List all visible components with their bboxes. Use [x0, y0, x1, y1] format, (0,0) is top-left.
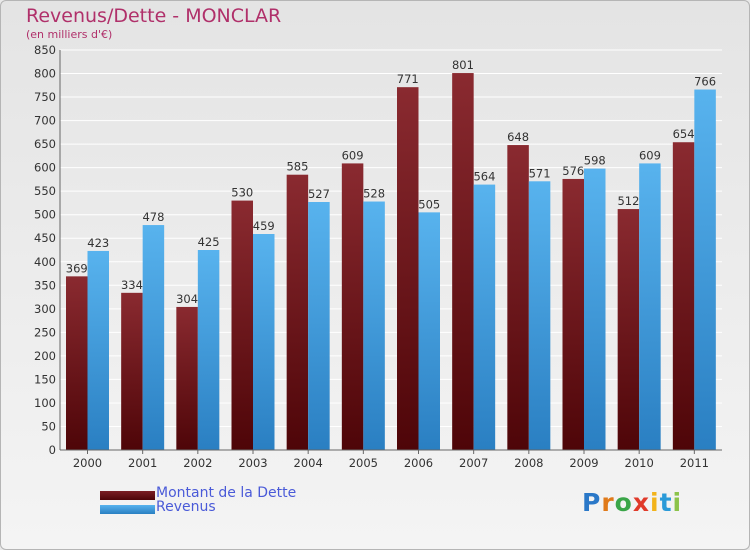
bar-revenue-value-label: 528	[363, 187, 385, 201]
bar-revenue-2007	[473, 184, 496, 450]
bar-revenue-2002	[197, 250, 220, 450]
bar-debt-2011	[672, 142, 695, 450]
y-tick-label: 150	[34, 372, 56, 386]
y-tick-label: 100	[34, 396, 56, 410]
bar-debt-value-label: 609	[342, 148, 364, 162]
logo-letter: P	[582, 488, 602, 517]
bar-debt-2009	[562, 178, 584, 451]
legend-label-revenue: Revenus	[156, 499, 216, 515]
bar-revenue-value-label: 571	[529, 166, 551, 180]
bar-revenue-value-label: 478	[142, 210, 164, 224]
bar-revenue-2006	[418, 212, 440, 450]
x-tick-label: 2008	[514, 456, 543, 470]
x-tick-label: 2004	[294, 456, 323, 470]
logo-letter: i	[672, 488, 683, 517]
bar-revenue-2008	[528, 181, 551, 450]
x-tick-label: 2010	[625, 456, 654, 470]
x-tick-label: 2006	[404, 456, 433, 470]
bar-revenue-value-label: 459	[253, 219, 275, 233]
x-tick-label: 2011	[680, 456, 709, 470]
bar-revenue-2003	[253, 234, 275, 450]
bar-revenue-2010	[639, 163, 661, 451]
bar-debt-2006	[397, 87, 419, 451]
logo-letter: t	[659, 488, 673, 517]
y-tick-label: 350	[34, 278, 56, 292]
bar-debt-value-label: 654	[673, 127, 695, 141]
logo-letter: o	[614, 488, 633, 517]
bar-debt-value-label: 369	[66, 261, 88, 275]
y-tick-label: 400	[34, 255, 56, 269]
x-tick-label: 2001	[128, 456, 157, 470]
y-tick-label: 200	[34, 349, 56, 363]
bar-revenue-value-label: 766	[694, 75, 716, 89]
bar-debt-2005	[341, 163, 364, 451]
bar-debt-value-label: 576	[562, 164, 584, 178]
bar-revenue-value-label: 425	[198, 235, 220, 249]
bar-debt-value-label: 771	[397, 72, 419, 86]
logo-letter: i	[650, 488, 660, 517]
bar-debt-2003	[231, 200, 253, 450]
y-tick-label: 850	[34, 43, 56, 57]
bar-revenue-value-label: 564	[473, 170, 495, 184]
bar-revenue-2005	[363, 201, 385, 450]
y-tick-label: 0	[49, 443, 56, 457]
bar-revenue-2001	[142, 225, 165, 450]
legend-swatch-debt	[100, 491, 155, 500]
bar-revenue-2004	[308, 202, 330, 450]
chart-title: Revenus/Dette - MONCLAR	[26, 5, 282, 27]
bar-debt-2007	[452, 73, 474, 450]
y-tick-label: 250	[34, 325, 56, 339]
bar-debt-2008	[507, 145, 529, 450]
bar-debt-value-label: 304	[176, 292, 198, 306]
chart-subtitle: (en milliers d'€)	[26, 28, 113, 41]
y-tick-label: 450	[34, 231, 56, 245]
logo-letter: x	[632, 488, 650, 517]
bar-revenue-2011	[694, 89, 716, 450]
bar-revenue-value-label: 527	[308, 187, 330, 201]
x-tick-label: 2000	[73, 456, 102, 470]
bar-revenue-value-label: 609	[639, 148, 661, 162]
y-tick-label: 300	[34, 302, 56, 316]
y-tick-label: 750	[34, 90, 56, 104]
logo-letter: r	[601, 488, 615, 517]
bar-debt-value-label: 334	[121, 278, 143, 292]
bar-revenue-value-label: 598	[584, 154, 606, 168]
bar-debt-value-label: 530	[231, 186, 253, 200]
bar-revenue-2000	[87, 250, 109, 450]
y-tick-label: 800	[34, 67, 56, 81]
bar-debt-value-label: 648	[507, 130, 529, 144]
bar-debt-2000	[66, 276, 88, 450]
bar-debt-value-label: 585	[286, 160, 308, 174]
proxiti-logo: Proxiti	[582, 488, 682, 517]
y-tick-label: 500	[34, 208, 56, 222]
y-tick-label: 650	[34, 137, 56, 151]
bar-debt-value-label: 801	[452, 58, 474, 72]
x-tick-label: 2002	[183, 456, 212, 470]
y-tick-label: 700	[34, 114, 56, 128]
legend-swatch-revenue	[100, 505, 155, 514]
y-tick-label: 50	[41, 419, 56, 433]
x-tick-label: 2005	[349, 456, 378, 470]
y-tick-label: 550	[34, 184, 56, 198]
y-tick-label: 600	[34, 161, 56, 175]
bar-debt-2002	[176, 306, 198, 450]
legend-label-debt: Montant de la Dette	[156, 485, 297, 501]
x-tick-label: 2007	[459, 456, 488, 470]
bar-revenue-value-label: 505	[418, 197, 440, 211]
bar-revenue-value-label: 423	[87, 236, 109, 250]
x-tick-label: 2009	[569, 456, 598, 470]
bar-debt-2010	[617, 209, 640, 450]
bar-debt-2004	[286, 174, 309, 451]
bar-debt-2001	[121, 292, 143, 450]
bar-revenue-2009	[584, 168, 606, 450]
bar-debt-value-label: 512	[617, 194, 639, 208]
x-tick-label: 2003	[238, 456, 267, 470]
